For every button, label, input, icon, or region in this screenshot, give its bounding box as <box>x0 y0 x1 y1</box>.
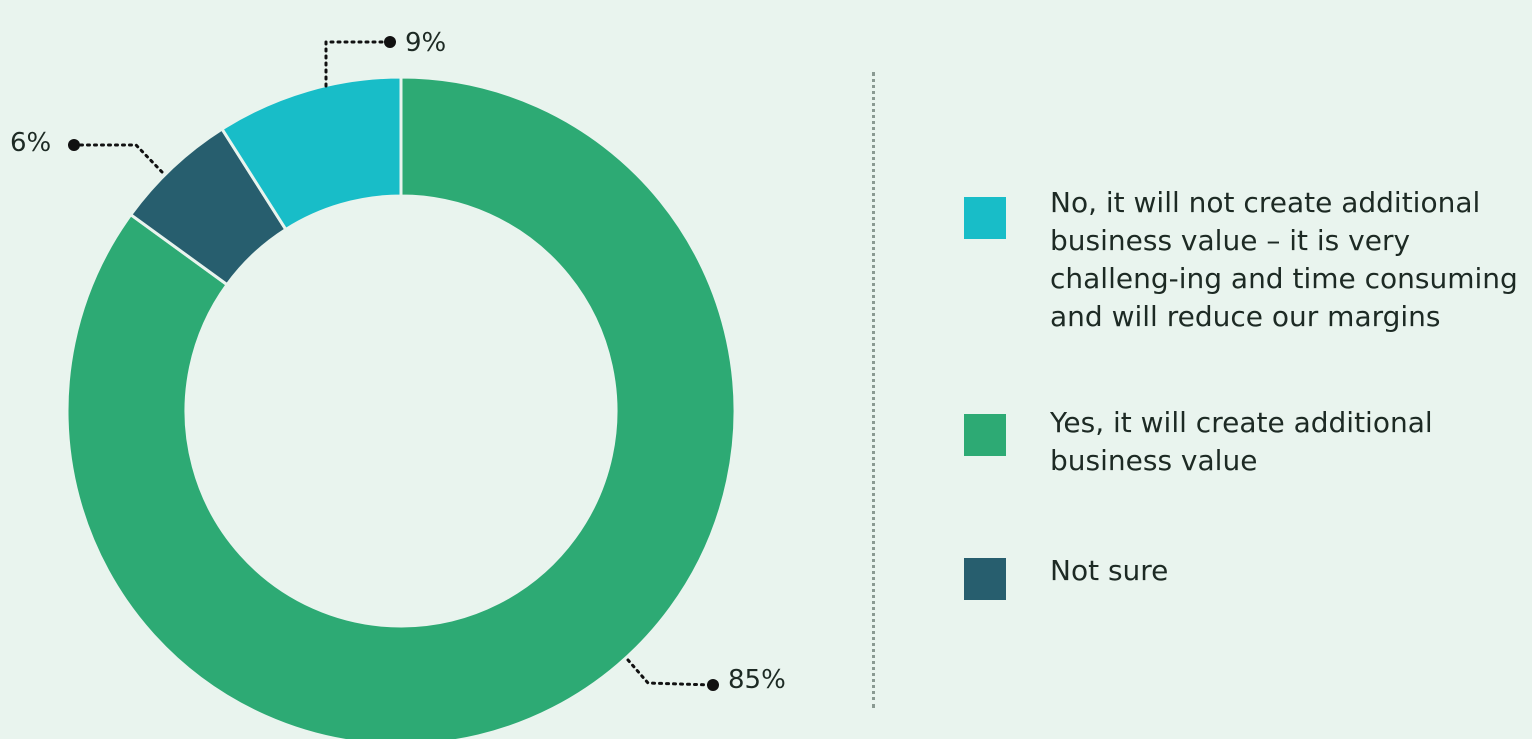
legend-swatch-no <box>964 197 1006 239</box>
leader-lines <box>68 36 719 691</box>
leader-6-dot <box>68 139 80 151</box>
leader-6-line <box>74 143 164 174</box>
pct-label-9: 9% <box>405 28 446 58</box>
donut-chart: 85% 6% 9% <box>10 28 786 739</box>
legend-label-no: No, it will not create additional busine… <box>1050 186 1518 333</box>
slice-yes <box>65 75 737 739</box>
vertical-divider <box>872 72 875 708</box>
percentage-labels: 85% 6% 9% <box>10 28 786 695</box>
legend-swatch-yes <box>964 414 1006 456</box>
legend-label-not-sure: Not sure <box>1050 554 1169 587</box>
leader-9-dot <box>384 36 396 48</box>
leader-85-dot <box>707 679 719 691</box>
slice-no <box>219 75 403 232</box>
leader-85-line <box>626 658 714 687</box>
donut-slices <box>65 75 737 739</box>
legend-label-yes: Yes, it will create additional business … <box>1050 406 1433 477</box>
legend-swatch-not-sure <box>964 558 1006 600</box>
pct-label-6: 6% <box>10 128 51 158</box>
pct-label-85: 85% <box>728 665 786 695</box>
leader-9-line <box>324 40 390 88</box>
